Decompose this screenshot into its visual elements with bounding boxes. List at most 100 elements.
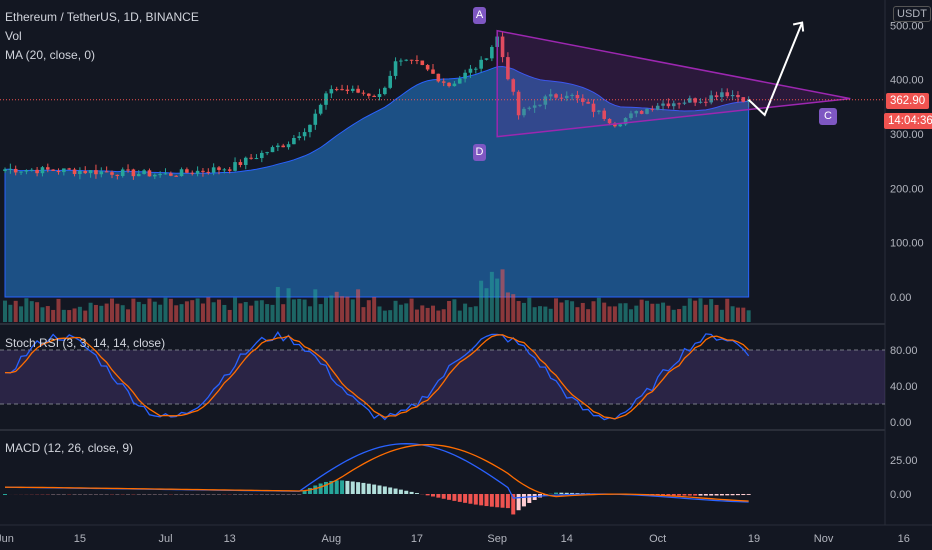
candle-body xyxy=(516,91,521,116)
volume-bar xyxy=(645,300,649,322)
candle-body xyxy=(302,132,307,137)
volume-bar xyxy=(693,300,698,322)
volume-bar xyxy=(233,297,238,322)
candle-body xyxy=(276,145,280,148)
candle-body xyxy=(741,97,746,102)
volume-bar xyxy=(350,299,355,322)
price-tick-label: 300.00 xyxy=(890,129,924,141)
candle-body xyxy=(115,174,120,176)
time-tick-label: 16 xyxy=(898,533,910,545)
macd-histogram-bar xyxy=(735,494,740,496)
volume-bar xyxy=(554,298,559,322)
volume-bar xyxy=(168,298,173,322)
candle-body xyxy=(24,170,29,172)
volume-bar xyxy=(527,297,532,322)
pattern-point-c[interactable]: C xyxy=(819,108,837,125)
volume-bar xyxy=(516,301,521,322)
volume-bar xyxy=(313,289,318,322)
candle-body xyxy=(436,73,441,82)
candle-body xyxy=(356,88,360,93)
candle-body xyxy=(372,95,376,98)
candle-body xyxy=(51,169,55,172)
volume-bar xyxy=(447,300,452,322)
currency-unit-label[interactable]: USDT xyxy=(893,6,931,22)
volume-bar xyxy=(110,298,114,322)
macd-histogram-bar xyxy=(484,494,489,507)
volume-bar xyxy=(45,306,50,322)
volume-bar xyxy=(163,297,168,322)
volume-bar xyxy=(152,301,157,322)
volume-bar xyxy=(297,298,302,322)
macd-histogram-bar xyxy=(388,487,393,494)
volume-bar xyxy=(61,309,66,322)
candle-body xyxy=(62,168,66,173)
macd-histogram-bar xyxy=(313,485,318,494)
volume-bar xyxy=(473,306,478,322)
candle-body xyxy=(383,87,387,95)
candle-body xyxy=(136,173,141,177)
pattern-point-d[interactable]: D xyxy=(473,144,486,161)
macd-histogram-bar xyxy=(741,494,746,496)
pattern-point-a[interactable]: A xyxy=(473,7,486,24)
candle-body xyxy=(88,170,93,174)
volume-bar xyxy=(356,289,361,322)
volume-bar xyxy=(634,305,639,322)
macd-histogram-bar xyxy=(746,494,751,495)
candle-body xyxy=(179,169,184,177)
volume-bar xyxy=(628,309,633,322)
volume-bar xyxy=(372,297,377,322)
volume-bar xyxy=(40,307,45,322)
time-tick-label: 19 xyxy=(748,533,760,545)
candle-body xyxy=(404,59,409,61)
macd-histogram-bar xyxy=(404,490,409,494)
volume-bar xyxy=(77,306,82,322)
candle-body xyxy=(211,167,216,173)
candle-body xyxy=(238,162,243,165)
candle-body xyxy=(564,95,569,99)
candle-body xyxy=(447,82,451,87)
time-tick-label: Nov xyxy=(814,533,834,545)
volume-bar xyxy=(511,294,516,322)
candle-body xyxy=(736,95,740,98)
volume-bar xyxy=(404,303,409,322)
macd-histogram-bar xyxy=(709,494,714,496)
candle-body xyxy=(548,94,553,97)
macd-histogram-bar xyxy=(719,494,724,496)
candle-body xyxy=(361,92,366,94)
volume-bar xyxy=(398,304,403,322)
macd-histogram-bar xyxy=(671,494,676,496)
candle-body xyxy=(233,162,237,171)
volume-bar xyxy=(99,305,104,322)
volume-bar xyxy=(270,304,275,322)
volume-bar xyxy=(612,306,617,322)
candle-body xyxy=(46,167,50,170)
macd-histogram-bar xyxy=(452,494,457,501)
candle-body xyxy=(308,124,312,133)
volume-bar xyxy=(703,304,708,322)
candle-body xyxy=(227,169,232,171)
candle-body xyxy=(292,137,296,145)
volume-bar xyxy=(425,307,430,322)
macd-histogram-bar xyxy=(698,494,703,496)
time-tick-label: Jul xyxy=(158,533,172,545)
candle-body xyxy=(420,60,425,66)
macd-histogram-bar xyxy=(356,482,361,494)
time-tick-label: 17 xyxy=(411,533,423,545)
volume-bar xyxy=(158,304,163,322)
volume-bar xyxy=(661,302,666,322)
chart-title: Ethereum / TetherUS, 1D, BINANCE xyxy=(5,10,199,24)
macd-histogram-bar xyxy=(559,492,564,494)
candle-body xyxy=(623,118,628,125)
candle-body xyxy=(607,118,612,124)
volume-bar xyxy=(147,298,152,322)
volume-bar xyxy=(8,304,13,322)
volume-bar xyxy=(570,301,575,322)
volume-bar xyxy=(35,302,40,322)
candle-body xyxy=(671,103,676,107)
candle-body xyxy=(56,171,61,173)
candle-body xyxy=(575,94,580,99)
time-tick-label: Sep xyxy=(487,533,507,545)
volume-bar xyxy=(489,271,494,322)
